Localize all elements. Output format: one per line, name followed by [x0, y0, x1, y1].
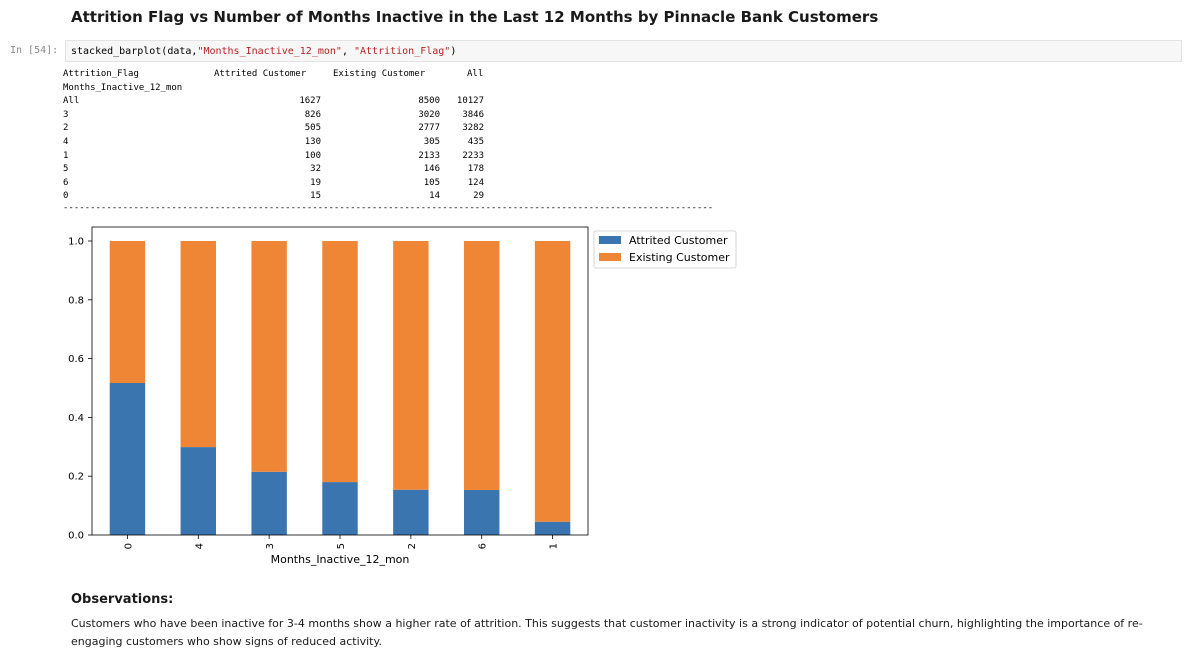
legend-label: Existing Customer	[629, 251, 730, 264]
bar-segment-existing	[464, 241, 500, 491]
crosstab-cell: 2777	[418, 123, 440, 134]
legend-box	[593, 230, 737, 269]
crosstab-row-index: All	[63, 96, 80, 107]
crosstab-row-index: 5	[63, 164, 69, 175]
crosstab-cell: 8500	[418, 96, 440, 107]
crosstab-cell: 124	[467, 177, 484, 188]
crosstab-cell: 1627	[299, 96, 321, 107]
code-arg1: "Months_Inactive_12_mon"	[197, 46, 342, 57]
crosstab-cell: 14	[429, 191, 440, 202]
crosstab-header-label: Attrition_Flag	[63, 69, 139, 79]
code-cell[interactable]: stacked_barplot(data,"Months_Inactive_12…	[65, 40, 1182, 62]
y-tick-label: 0.6	[68, 354, 84, 365]
x-tick-label: 0	[123, 543, 134, 549]
crosstab-cell: 826	[304, 109, 321, 120]
bar-segment-attrited	[109, 383, 146, 535]
crosstab-cell: 305	[423, 136, 440, 147]
crosstab-cell: 2133	[418, 150, 440, 161]
stacked-bar-chart: 0 4 3 5 2 6 1 0.0 0.2 0.4 0.6 0.8 1.0 Months_Inactive…	[68, 226, 737, 566]
observations-title: Observations:	[71, 592, 174, 607]
bar-segment-attrited	[393, 489, 429, 535]
bar-segment-existing	[251, 241, 287, 472]
crosstab-row-index: 0	[63, 191, 69, 202]
x-axis-label: Months_Inactive_12_mon	[271, 553, 410, 566]
crosstab-cell: 19	[310, 177, 321, 188]
code-arg2: "Attrition_Flag"	[353, 46, 451, 57]
bar-segment-existing	[180, 241, 216, 448]
plot-frame	[91, 226, 589, 536]
y-tick-label: 0.0	[68, 531, 84, 542]
crosstab-row-index: 3	[63, 109, 69, 120]
section-heading: Attrition Flag vs Number of Months Inact…	[71, 8, 879, 26]
x-tick-label: 5	[336, 543, 347, 549]
y-tick-label: 1.0	[68, 237, 84, 248]
crosstab-cell: 3282	[462, 123, 484, 134]
crosstab-row-index: 2	[63, 123, 69, 134]
crosstab-cell: 15	[310, 191, 321, 202]
crosstab-row-index: 1	[63, 150, 69, 161]
x-tick-label: 2	[407, 543, 418, 549]
crosstab-row-index: 6	[63, 177, 69, 188]
bar-segment-attrited	[322, 482, 358, 535]
bar-segment-existing	[393, 241, 429, 490]
observations-text: Customers who have been inactive for 3-4…	[71, 617, 1143, 648]
bar-segment-existing	[109, 241, 146, 384]
bar-segment-attrited	[180, 447, 216, 535]
cell-prompt: In [54]:	[10, 45, 59, 56]
crosstab-cell: 3846	[462, 109, 484, 120]
bar-segment-attrited	[464, 490, 500, 535]
bar-segment-existing	[322, 241, 358, 483]
bar-segment-existing	[534, 241, 571, 522]
crosstab-cell: 178	[467, 164, 484, 175]
crosstab-cell: 32	[310, 164, 321, 175]
y-tick-label: 0.8	[68, 295, 84, 306]
crosstab-cell: 146	[423, 164, 440, 175]
bar-segment-attrited	[534, 521, 571, 535]
bar-segment-attrited	[251, 471, 287, 535]
crosstab-cell: 435	[467, 136, 484, 147]
x-tick-label: 1	[549, 543, 560, 549]
x-tick-label: 6	[478, 543, 489, 549]
y-tick-label: 0.2	[68, 472, 84, 483]
crosstab-col-header: All	[467, 69, 484, 79]
output-separator: ----------------------------------------…	[63, 203, 714, 213]
x-tick-label: 3	[265, 543, 276, 549]
crosstab-cell: 3020	[418, 109, 440, 120]
x-tick-label: 4	[194, 543, 205, 549]
crosstab-cell: 10127	[456, 96, 484, 107]
legend-swatch	[599, 236, 621, 244]
crosstab-cell: 29	[473, 191, 484, 202]
crosstab-col-header: Attrited Customer	[214, 69, 307, 79]
code-suffix: )	[450, 46, 457, 57]
crosstab-cell: 2233	[462, 150, 484, 161]
legend-swatch	[599, 253, 621, 261]
crosstab-cell: 105	[423, 177, 440, 188]
crosstab-row-index: 4	[63, 136, 69, 147]
legend-label: Attrited Customer	[629, 234, 728, 247]
crosstab-cell: 505	[304, 123, 321, 134]
code-sep: ,	[341, 46, 354, 57]
crosstab-cell: 100	[304, 150, 321, 161]
crosstab-cell: 130	[304, 136, 321, 147]
code-prefix: stacked_barplot(data,	[71, 46, 198, 57]
crosstab-col-header: Existing Customer	[333, 69, 426, 79]
y-tick-label: 0.4	[68, 413, 84, 424]
crosstab-index-label: Months_Inactive_12_mon	[63, 82, 183, 93]
